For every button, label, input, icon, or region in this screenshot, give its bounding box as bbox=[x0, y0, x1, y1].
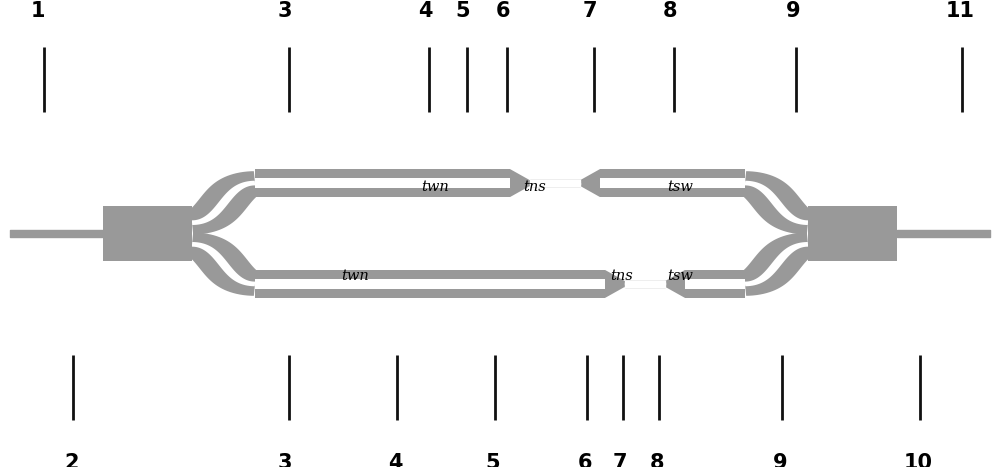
Polygon shape bbox=[665, 270, 685, 298]
Text: 8: 8 bbox=[650, 453, 664, 467]
Polygon shape bbox=[745, 242, 808, 286]
Text: 6: 6 bbox=[578, 453, 592, 467]
Polygon shape bbox=[255, 270, 605, 298]
Text: 2: 2 bbox=[65, 453, 79, 467]
Polygon shape bbox=[192, 242, 255, 286]
Text: twn: twn bbox=[341, 269, 369, 283]
Text: 1: 1 bbox=[31, 1, 45, 21]
Polygon shape bbox=[685, 279, 745, 289]
Bar bbox=[103, 206, 192, 261]
Text: 5: 5 bbox=[486, 453, 500, 467]
Bar bbox=[103, 206, 192, 261]
Text: 6: 6 bbox=[496, 1, 510, 21]
Text: 4: 4 bbox=[388, 453, 402, 467]
Text: tns: tns bbox=[524, 180, 546, 194]
Text: 10: 10 bbox=[904, 453, 932, 467]
Text: 9: 9 bbox=[773, 453, 787, 467]
Text: 4: 4 bbox=[418, 1, 432, 21]
Polygon shape bbox=[600, 178, 745, 188]
Text: tsw: tsw bbox=[667, 180, 693, 194]
Bar bbox=[808, 206, 897, 261]
Text: 3: 3 bbox=[278, 453, 292, 467]
Polygon shape bbox=[740, 233, 813, 296]
Text: 11: 11 bbox=[946, 1, 974, 21]
Polygon shape bbox=[255, 279, 605, 289]
Polygon shape bbox=[740, 171, 813, 234]
Polygon shape bbox=[192, 181, 255, 225]
Polygon shape bbox=[605, 270, 625, 298]
Polygon shape bbox=[600, 169, 745, 197]
Polygon shape bbox=[580, 169, 600, 197]
Text: tns: tns bbox=[611, 269, 633, 283]
Text: 7: 7 bbox=[583, 1, 597, 21]
Text: 5: 5 bbox=[456, 1, 470, 21]
Bar bbox=[808, 206, 897, 261]
Text: 3: 3 bbox=[278, 1, 292, 21]
Polygon shape bbox=[510, 169, 530, 197]
Text: tsw: tsw bbox=[667, 269, 693, 283]
Polygon shape bbox=[685, 270, 745, 298]
Polygon shape bbox=[187, 233, 260, 296]
Polygon shape bbox=[187, 171, 260, 234]
Text: 8: 8 bbox=[663, 1, 677, 21]
Text: twn: twn bbox=[421, 180, 449, 194]
Polygon shape bbox=[255, 178, 510, 188]
Polygon shape bbox=[255, 169, 510, 197]
Text: 9: 9 bbox=[786, 1, 800, 21]
Polygon shape bbox=[745, 181, 808, 225]
Text: 7: 7 bbox=[613, 453, 627, 467]
